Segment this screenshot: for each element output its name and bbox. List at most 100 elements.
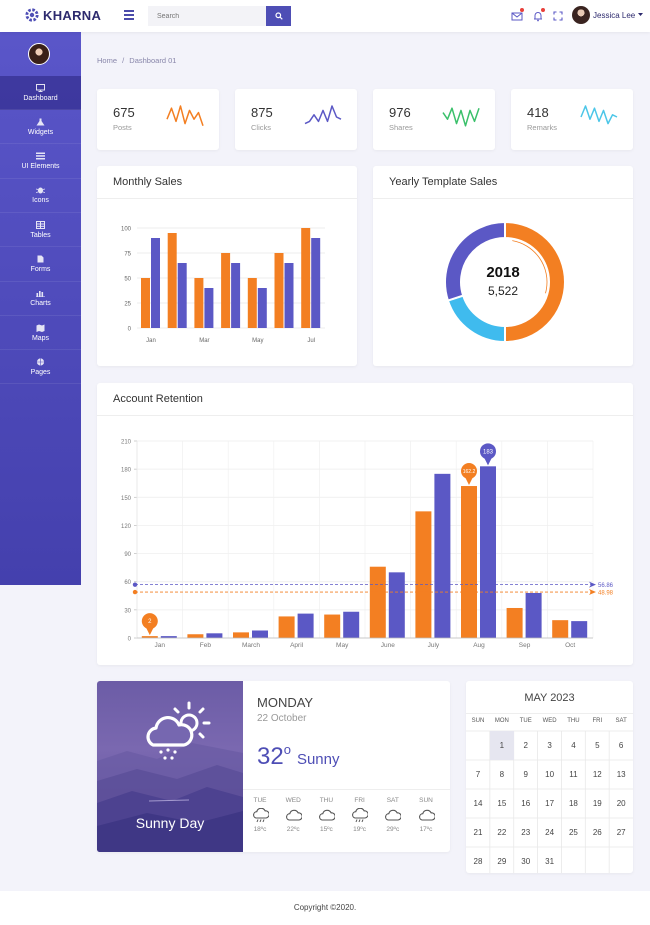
sidebar-item-label: Charts [30, 300, 51, 308]
calendar-day[interactable]: 22 [497, 828, 507, 837]
weather-caption: Sunny Day [135, 815, 205, 831]
footer: Copyright ©2020. [0, 891, 650, 925]
sidebar-item-dashboard[interactable]: Dashboard [0, 76, 81, 110]
calendar-day[interactable]: 23 [521, 828, 531, 837]
rain-cloud-icon [352, 807, 369, 823]
calendar-day[interactable]: 28 [473, 857, 483, 866]
card-title: Yearly Template Sales [389, 176, 498, 188]
donut-slice-1 [504, 220, 566, 344]
calendar-day[interactable]: 7 [475, 770, 481, 779]
bar-april-s2 [297, 613, 314, 638]
account-retention-card: Account Retention 0 30 60 90 120 150 180 210 Jan… [97, 383, 633, 665]
calendar-day[interactable]: 29 [497, 857, 507, 866]
brand-logo[interactable]: KHARNA [24, 7, 101, 23]
sidebar-item-ui-elements[interactable]: UI Elements [0, 145, 81, 179]
y-tick-label: 180 [121, 468, 132, 474]
calendar-day[interactable]: 3 [547, 741, 552, 750]
calendar-day[interactable]: 4 [571, 741, 576, 750]
calendar-day[interactable]: 30 [521, 857, 531, 866]
reference-line-arrow [589, 581, 596, 588]
flask-icon [36, 118, 45, 126]
calendar-day[interactable]: 19 [592, 799, 602, 808]
calendar-day[interactable]: 27 [616, 828, 626, 837]
forecast-day: TUE [253, 797, 267, 804]
calendar-day-today[interactable]: 1 [489, 731, 514, 760]
x-tick-label: Jan [146, 338, 156, 344]
sidebar-item-tables[interactable]: Tables [0, 213, 81, 248]
sidebar-item-forms[interactable]: Forms [0, 248, 81, 282]
calendar-day[interactable]: 12 [592, 770, 602, 779]
calendar-day[interactable]: 9 [523, 770, 528, 779]
calendar-day[interactable]: 21 [473, 828, 483, 837]
calendar-day[interactable]: 14 [473, 799, 483, 808]
calendar-day[interactable]: 16 [521, 799, 531, 808]
calendar-day[interactable]: 31 [545, 857, 555, 866]
sidebar-item-icons[interactable]: Icons [0, 179, 81, 213]
sparkline [304, 105, 342, 125]
user-menu[interactable]: Jessica Lee [572, 6, 644, 24]
bar-apr-s1 [221, 253, 231, 328]
bar-april-s1 [278, 616, 295, 638]
calendar-day[interactable]: 24 [545, 828, 555, 837]
calendar-day[interactable]: 13 [616, 770, 626, 779]
menu-toggle-icon[interactable] [124, 10, 134, 20]
bar-march-s1 [233, 632, 249, 638]
calendar-day[interactable]: 8 [499, 770, 505, 779]
sidebar-item-label: Forms [30, 266, 51, 273]
bar-feb-s2 [177, 263, 187, 328]
sidebar-item-label: Maps [31, 334, 50, 342]
yearly-sales-donut [444, 220, 566, 344]
y-tick-label: 0 [128, 327, 132, 333]
sparkline [442, 107, 480, 127]
sidebar-item-charts[interactable]: Charts [0, 282, 81, 316]
sidebar-item-label: UI Elements [21, 163, 60, 171]
y-tick-label: 50 [124, 277, 131, 283]
bar-jan-s2 [160, 636, 177, 638]
calendar-day[interactable]: 5 [595, 741, 600, 750]
breadcrumb-home[interactable]: Home [97, 56, 118, 65]
calendar-day[interactable]: 10 [545, 770, 555, 779]
calendar-weekday: MON [494, 718, 509, 724]
calendar-day[interactable]: 17 [545, 799, 555, 808]
search-input[interactable] [148, 6, 266, 26]
table-icon [36, 220, 45, 229]
y-tick-label: 150 [121, 496, 132, 502]
calendar-day[interactable]: 11 [569, 770, 578, 779]
mail-icon[interactable] [511, 8, 524, 22]
calendar-day[interactable]: 26 [592, 828, 602, 837]
bar-may-s1 [324, 614, 341, 638]
sidebar-item-pages[interactable]: Pages [0, 350, 81, 385]
bell-icon[interactable] [532, 8, 545, 22]
x-tick-label: April [290, 642, 304, 649]
pin-marker [141, 613, 158, 630]
card-title: Account Retention [113, 393, 203, 405]
calendar-day[interactable]: 18 [568, 799, 578, 808]
monthly-sales-card: Monthly Sales 0 25 50 75 100 Jan Mar May Jul [97, 166, 357, 366]
sidebar-item-widgets[interactable]: Widgets [0, 110, 81, 145]
fullscreen-icon[interactable] [552, 10, 564, 22]
forecast-tue: TUE 18ºc [246, 797, 274, 833]
calendar-day[interactable]: 20 [616, 799, 626, 808]
bar-sep-s1 [506, 607, 523, 638]
pin-marker [461, 463, 477, 480]
sparkline [580, 105, 618, 125]
pin-label: 2 [148, 619, 152, 625]
cloud-icon [385, 809, 402, 821]
sidebar-item-maps[interactable]: Maps [0, 316, 81, 351]
bar-chart-icon [36, 291, 45, 298]
calendar-day[interactable]: 15 [497, 799, 507, 808]
calendar-day[interactable]: 25 [568, 828, 578, 837]
forecast-day: FRI [354, 797, 365, 804]
stat-value: 418 [527, 105, 549, 120]
search-button[interactable] [266, 6, 291, 26]
sidebar-item-label: Tables [30, 231, 51, 239]
calendar-day[interactable]: 2 [523, 741, 528, 750]
bar-may-s1 [247, 278, 257, 328]
stat-value: 976 [389, 105, 411, 120]
sidebar: Dashboard Widgets UI Elements Icons Tables Fo… [0, 32, 81, 585]
calendar-weekday: SUN [471, 718, 485, 724]
donut-slice-2 [446, 294, 506, 344]
sparkline-path [166, 105, 204, 127]
calendar-day[interactable]: 6 [618, 741, 624, 750]
breadcrumb: Home / Dashboard 01 [97, 56, 176, 65]
